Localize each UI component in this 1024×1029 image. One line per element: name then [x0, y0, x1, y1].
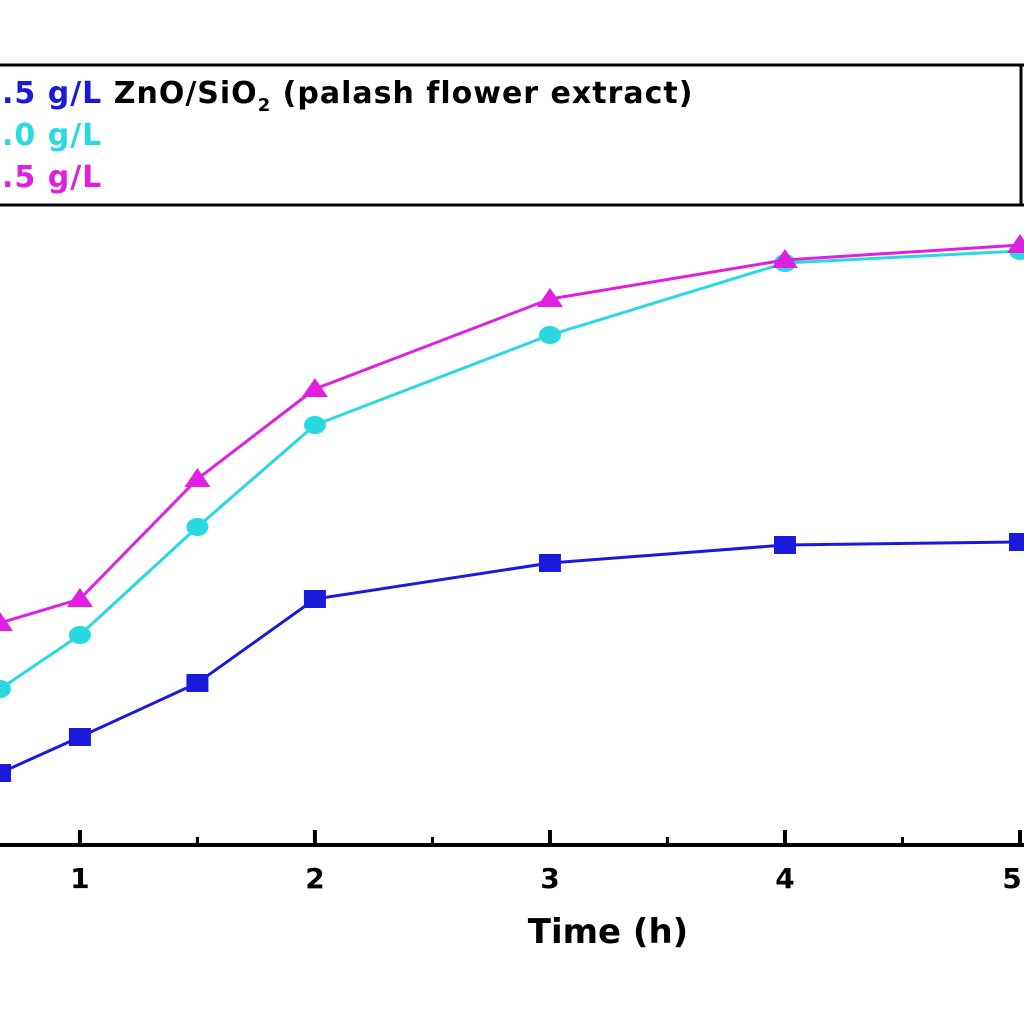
legend-entry-0-concentration: .5 g/L	[2, 76, 114, 111]
series-0-point	[773, 536, 796, 554]
series-0-point	[1009, 533, 1024, 551]
series-1-point	[0, 680, 11, 698]
x-tick-label: 3	[540, 862, 559, 895]
series-1	[0, 242, 1024, 698]
series-2-point	[536, 288, 563, 307]
series-2	[0, 234, 1024, 631]
series-2-point	[0, 612, 13, 631]
x-tick-label: 1	[70, 862, 89, 895]
legend-entry-2: .5 g/L	[2, 160, 102, 195]
series-0-point	[0, 764, 11, 782]
series-1-line	[0, 249, 1021, 691]
plot-axes: 1 2 3 4 5 Time (h)	[0, 830, 1024, 952]
series-1-point	[303, 416, 326, 434]
series-layer	[0, 234, 1024, 782]
legend-entry-0-suffix: (palash flower extract)	[271, 76, 693, 111]
series-1-point	[68, 626, 91, 644]
series-1-point	[538, 326, 561, 344]
series-0-point	[538, 554, 561, 572]
series-2-point	[66, 588, 93, 607]
legend-entry-1: .0 g/L	[2, 118, 102, 153]
x-tick-labels: 1 2 3 4 5	[70, 862, 1022, 895]
series-0	[0, 533, 1024, 782]
series-0-point	[186, 674, 209, 692]
series-2-point	[771, 249, 798, 268]
legend-entry-0-subscript: 2	[258, 95, 272, 116]
legend-entry-0: .5 g/L ZnO/SiO2 (palash flower extract)	[2, 76, 693, 116]
series-2-point	[1007, 234, 1024, 253]
series-0-point	[303, 590, 326, 608]
x-ticks	[77, 830, 1022, 845]
legend-entry-0-material: ZnO/SiO	[114, 76, 258, 111]
legend: .5 g/L ZnO/SiO2 (palash flower extract) …	[0, 63, 1024, 207]
series-0-line	[0, 540, 1021, 775]
series-2-point	[184, 468, 211, 487]
series-1-point	[186, 518, 209, 536]
x-axis-title: Time (h)	[528, 912, 688, 952]
series-2-point	[301, 378, 328, 397]
x-tick-label: 4	[775, 862, 794, 895]
x-tick-label: 2	[305, 862, 324, 895]
series-0-point	[68, 728, 91, 746]
x-tick-label: 5	[1002, 862, 1021, 895]
